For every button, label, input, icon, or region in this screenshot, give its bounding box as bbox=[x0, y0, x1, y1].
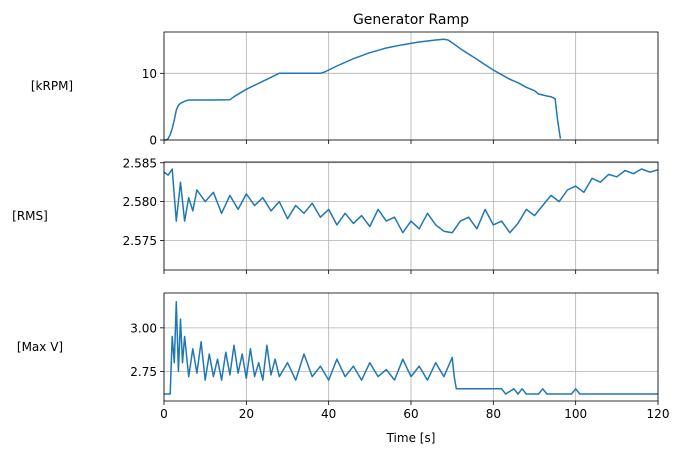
panel-3: 0 20 40 60 80 100 120 2.75 3.00 [Max V] Time [s] bbox=[17, 292, 670, 445]
series-line bbox=[164, 300, 658, 395]
x-tick-label: 80 bbox=[486, 407, 501, 421]
y-tick-label: 0 bbox=[149, 134, 157, 148]
chart-title: Generator Ramp bbox=[353, 12, 469, 28]
y-tick-label: 2.585 bbox=[123, 156, 157, 170]
y-tick-label: 2.575 bbox=[123, 234, 157, 248]
x-axis-label: Time [s] bbox=[386, 431, 436, 445]
y-tick-label: 3.00 bbox=[130, 321, 157, 335]
y-axis-label: [Max V] bbox=[17, 340, 63, 354]
x-tick-label: 100 bbox=[564, 407, 587, 421]
y-axis-label: [RMS] bbox=[12, 209, 48, 223]
x-tick-label: 60 bbox=[403, 407, 418, 421]
y-tick-label: 2.580 bbox=[123, 195, 157, 209]
y-axis-label: [kRPM] bbox=[31, 79, 73, 93]
panels: 0 10 [kRPM] 2.575 2.580 2.585 [RMS] 0 20 40 60 80 10… bbox=[12, 31, 670, 445]
panel-1: 0 10 [kRPM] bbox=[31, 31, 659, 148]
x-tick-label: 40 bbox=[321, 407, 336, 421]
series-line bbox=[164, 38, 562, 141]
y-tick-label: 2.75 bbox=[130, 365, 157, 379]
x-tick-label: 20 bbox=[239, 407, 254, 421]
panel-2: 2.575 2.580 2.585 [RMS] bbox=[12, 156, 659, 274]
series-line bbox=[163, 168, 659, 234]
y-tick-label: 10 bbox=[142, 67, 157, 81]
x-tick-label: 0 bbox=[160, 407, 168, 421]
x-tick-label: 120 bbox=[647, 407, 670, 421]
